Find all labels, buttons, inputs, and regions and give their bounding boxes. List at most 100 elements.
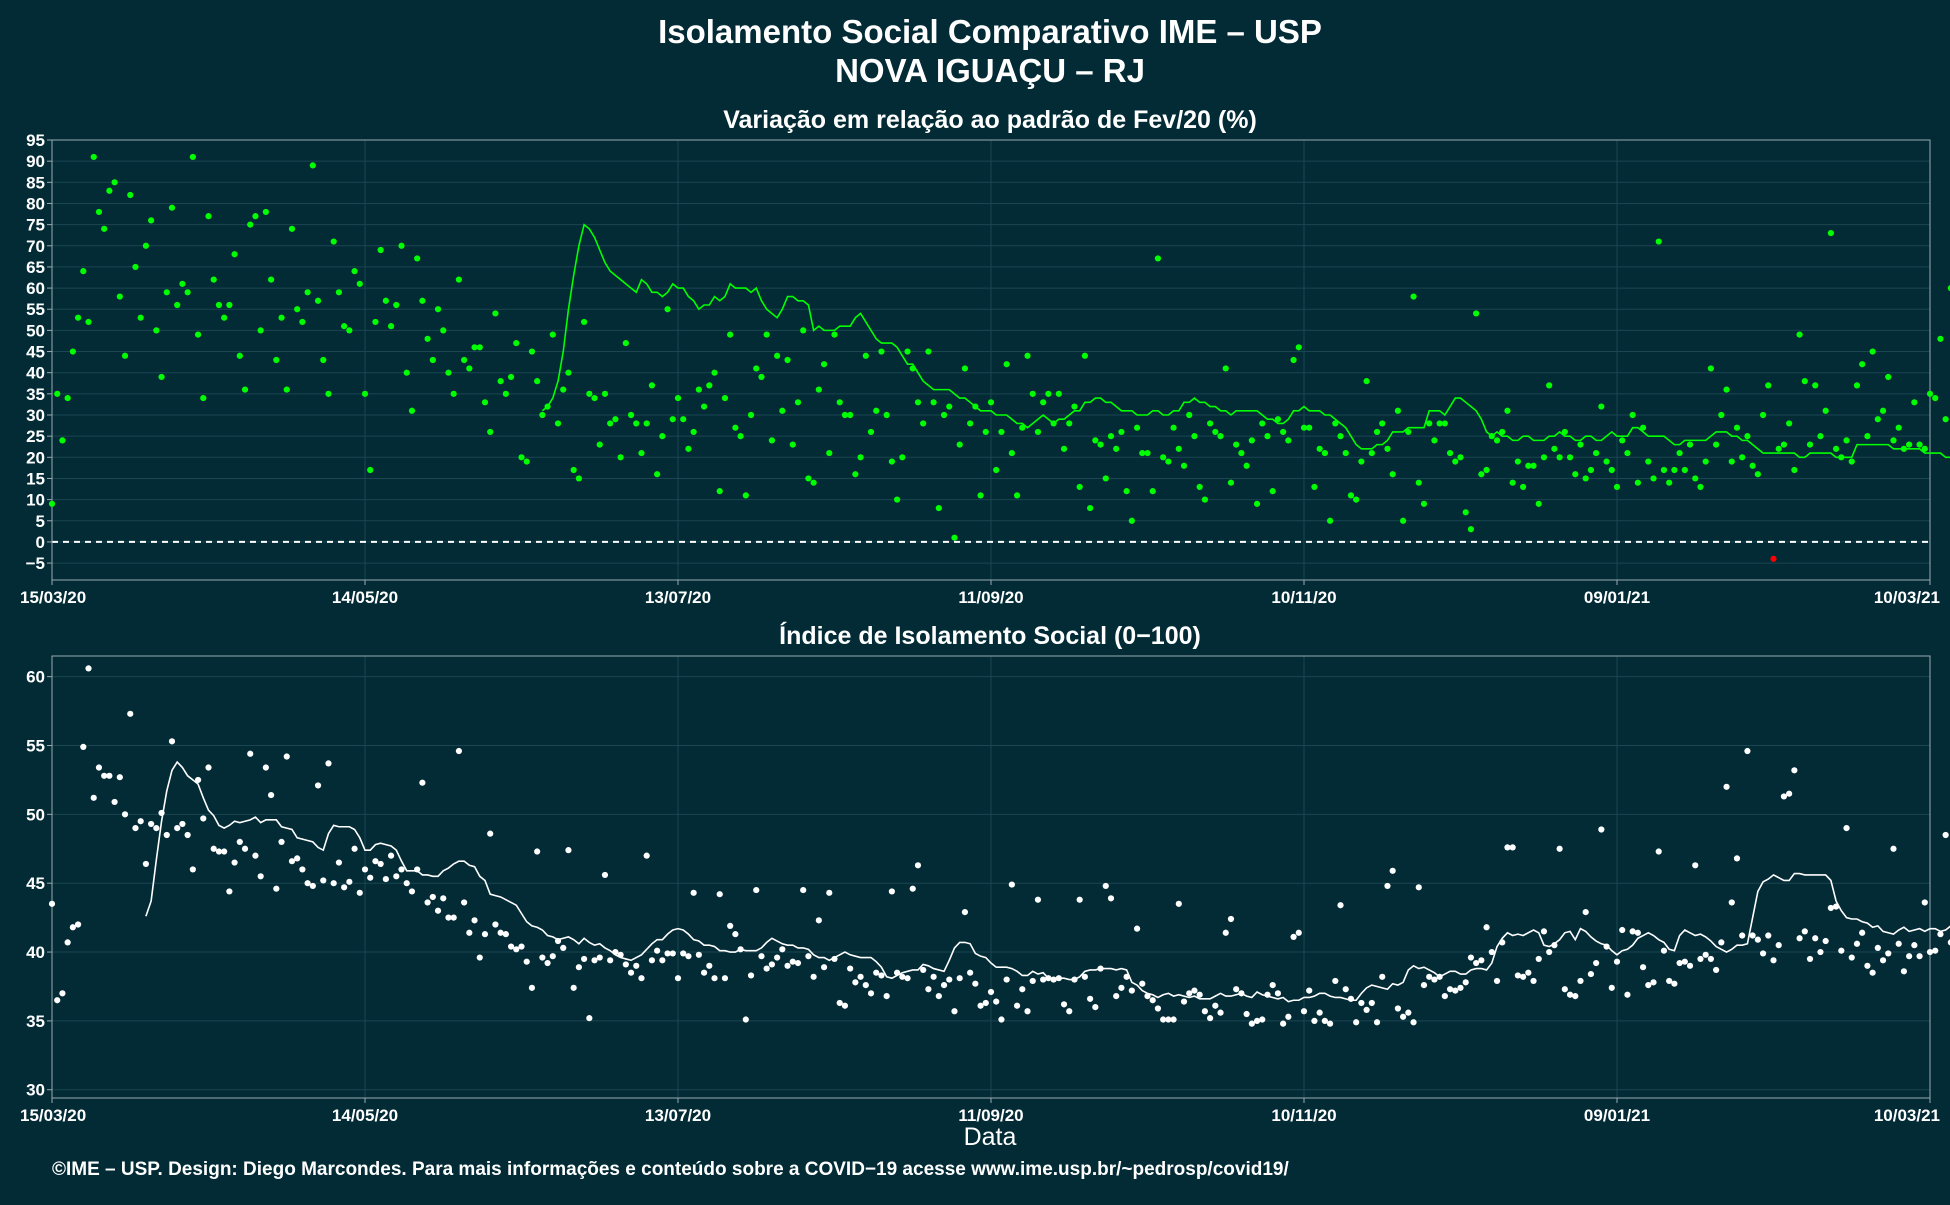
data-point [393,301,400,309]
data-point [106,772,113,779]
data-point [982,999,989,1007]
data-point [288,225,296,232]
data-point [330,880,337,887]
data-point [1003,361,1010,368]
data-point [1321,1017,1328,1024]
x-tick-label: 15/03/20 [20,1106,86,1125]
data-point [1739,932,1746,939]
data-point [1759,411,1767,419]
data-point [1744,433,1751,440]
data-point [805,953,812,960]
data-point [1916,953,1923,960]
data-point [565,369,572,376]
data-point [737,946,744,953]
data-point [987,399,995,406]
data-point [1504,407,1511,414]
data-point [461,899,468,906]
data-point [356,889,363,896]
data-point [1431,437,1438,444]
top-panel-title: Variação em relação ao padrão de Fev/20 … [723,106,1257,134]
data-point [591,957,598,964]
data-point [1337,902,1344,909]
y-tick-label: 10 [26,491,45,510]
data-point [299,318,306,326]
data-point [59,990,66,997]
data-point [1754,471,1761,478]
data-point [727,331,734,338]
data-point [346,878,353,885]
data-point [101,225,108,232]
data-point [1843,437,1850,444]
data-point [414,255,421,262]
data-point [763,331,770,338]
data-point [815,917,822,924]
data-point [1034,896,1042,903]
data-point [1060,1001,1068,1008]
data-point [1081,973,1088,980]
data-point [116,293,123,300]
data-point [153,825,160,832]
data-point [534,378,541,385]
data-point [956,975,963,982]
data-point [1869,348,1876,355]
data-point [1885,373,1892,381]
data-point [1608,984,1615,991]
data-point [695,386,702,393]
data-point [1290,933,1297,941]
data-point [659,957,666,964]
data-point [497,378,504,385]
data-point [899,454,906,461]
data-point [1092,437,1099,444]
data-point [768,437,776,444]
data-point [784,356,791,364]
data-point [1874,944,1881,952]
data-point [1895,424,1902,431]
data-point [1269,981,1276,989]
data-point [1248,437,1255,444]
data-point [1045,975,1052,982]
data-point [847,411,854,419]
data-point [1947,939,1950,946]
data-point [1723,386,1730,393]
data-point [867,428,875,436]
x-tick-label: 09/01/21 [1584,588,1650,607]
data-point [648,382,656,389]
data-point [382,297,389,304]
data-point [367,874,374,881]
data-point [946,976,953,983]
data-point [471,917,478,924]
data-point [1478,471,1485,478]
data-point [487,830,494,837]
data-point [194,776,202,784]
data-point [408,888,416,895]
data-point [1504,844,1511,851]
data-point [1713,441,1720,448]
data-point [1280,428,1287,436]
data-point [674,394,682,402]
data-point [747,411,755,419]
data-point [1316,1009,1323,1016]
data-point [1885,950,1892,957]
data-point [85,318,92,326]
data-point [1718,939,1725,946]
data-point [1207,1015,1214,1022]
data-point [268,276,275,283]
x-tick-label: 10/03/21 [1874,588,1940,607]
y-tick-label: 50 [26,805,45,824]
data-point [241,845,249,852]
data-point [1071,976,1078,983]
data-point [476,954,483,961]
y-tick-label: 85 [26,173,45,192]
data-point [163,289,170,296]
data-point [758,953,765,960]
data-point [878,348,885,355]
data-point [1775,942,1782,949]
data-point [314,782,322,789]
data-point [831,955,838,963]
data-point [1587,466,1595,474]
data-point [69,348,76,355]
data-point [398,866,405,873]
